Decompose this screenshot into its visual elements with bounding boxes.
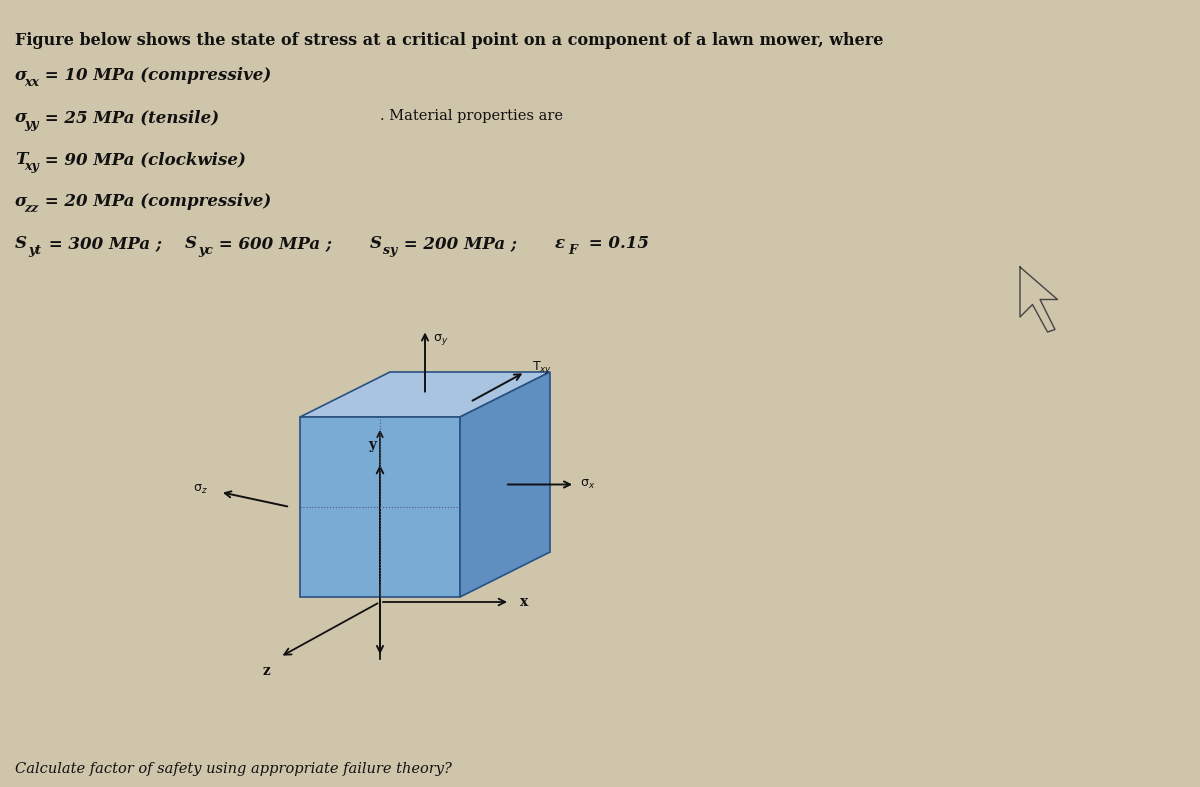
Text: σ: σ (16, 193, 28, 210)
Text: yc: yc (198, 244, 212, 257)
Text: σ: σ (16, 67, 28, 84)
Text: σ$_z$: σ$_z$ (193, 482, 208, 496)
Text: Figure below shows the state of stress at a critical point on a component of a l: Figure below shows the state of stress a… (16, 32, 883, 49)
Text: T$_{xy}$: T$_{xy}$ (532, 359, 552, 375)
Text: xx: xx (25, 76, 40, 89)
Text: S: S (185, 235, 197, 252)
Text: σ$_y$: σ$_y$ (433, 332, 449, 347)
Text: S: S (370, 235, 382, 252)
Polygon shape (300, 417, 460, 597)
Text: = 25 MPa (tensile): = 25 MPa (tensile) (40, 109, 220, 126)
Text: = 10 MPa (compressive): = 10 MPa (compressive) (40, 67, 271, 84)
Text: xy: xy (25, 160, 40, 173)
Text: T: T (16, 151, 28, 168)
Text: sy: sy (383, 244, 397, 257)
Text: Calculate factor of safety using appropriate failure theory?: Calculate factor of safety using appropr… (16, 762, 452, 776)
Text: z: z (263, 664, 270, 678)
Text: yy: yy (25, 118, 40, 131)
Polygon shape (460, 372, 550, 597)
Text: = 0.15: = 0.15 (583, 235, 649, 252)
Text: = 600 MPa ;: = 600 MPa ; (214, 235, 337, 252)
Text: = 200 MPa ;: = 200 MPa ; (398, 235, 523, 252)
Text: y: y (368, 438, 376, 452)
Text: = 20 MPa (compressive): = 20 MPa (compressive) (40, 193, 271, 210)
Text: = 90 MPa (clockwise): = 90 MPa (clockwise) (40, 151, 246, 168)
Text: F: F (568, 244, 577, 257)
Text: = 300 MPa ;: = 300 MPa ; (43, 235, 168, 252)
Text: x: x (520, 595, 528, 609)
Text: . Material properties are: . Material properties are (380, 109, 563, 123)
Text: σ$_x$: σ$_x$ (580, 478, 595, 491)
Text: zz: zz (25, 202, 38, 215)
Text: σ: σ (16, 109, 28, 126)
Text: ε: ε (554, 235, 565, 252)
Text: yt: yt (28, 244, 41, 257)
Polygon shape (300, 372, 550, 417)
Text: S: S (16, 235, 28, 252)
